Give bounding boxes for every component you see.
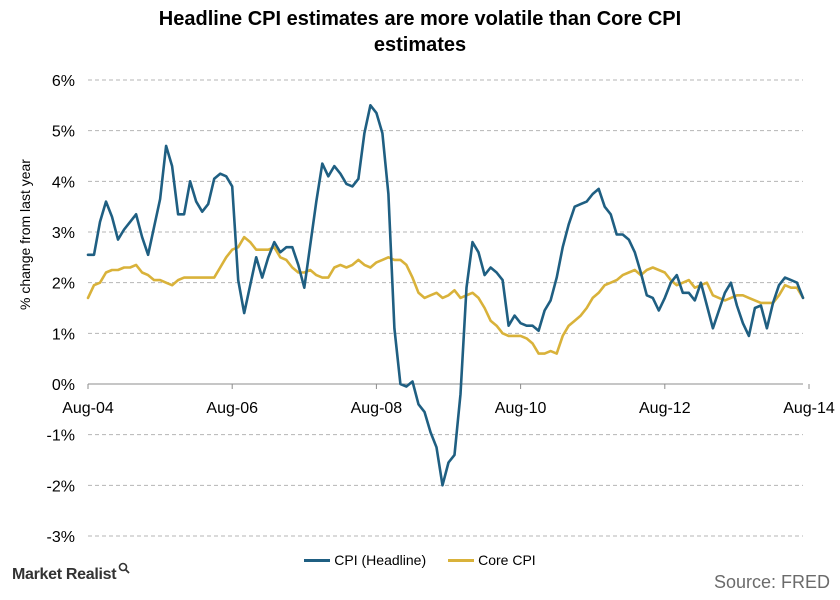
legend-swatch-core xyxy=(448,558,475,562)
x-tick-label: Aug-04 xyxy=(62,400,114,417)
x-tick-label: Aug-14 xyxy=(783,400,835,417)
series-line-core-cpi xyxy=(86,235,805,355)
gridlines xyxy=(88,79,803,537)
y-tick-label: 5% xyxy=(52,124,75,141)
y-axis-ticks: -3% -2% -1% 0% 1% 2% 3% 4% 5% 6% xyxy=(47,73,75,546)
brand-text: Market Realist xyxy=(12,566,117,583)
magnifier-icon xyxy=(118,562,130,574)
x-tick-label: Aug-10 xyxy=(495,400,547,417)
y-tick-label: -3% xyxy=(47,529,75,546)
y-tick-label: 2% xyxy=(52,276,75,293)
x-tick-label: Aug-06 xyxy=(206,400,258,417)
legend-label-headline: CPI (Headline) xyxy=(334,552,427,568)
legend: CPI (Headline) Core CPI xyxy=(0,552,840,568)
chart-title-line-2: estimates xyxy=(373,34,467,56)
x-tick-label: Aug-08 xyxy=(351,400,403,417)
x-axis: Aug-04 Aug-06 Aug-08 Aug-10 Aug-12 Aug-14 xyxy=(62,383,835,417)
legend-item-core: Core CPI xyxy=(448,552,536,568)
brand-logo: Market Realist xyxy=(12,562,130,584)
series-group xyxy=(86,104,805,487)
source-note: Source: FRED xyxy=(713,572,830,592)
y-tick-label: 3% xyxy=(52,225,75,242)
chart-title: Headline CPI estimates are more volatile… xyxy=(0,6,840,58)
chart-title-line-1: Headline CPI estimates are more volatile… xyxy=(158,8,682,30)
y-tick-label: 1% xyxy=(52,326,75,343)
y-tick-label: 6% xyxy=(52,73,75,90)
legend-item-headline: CPI (Headline) xyxy=(304,552,426,568)
y-tick-label: 4% xyxy=(52,174,75,191)
series-line-headline-cpi xyxy=(86,104,805,487)
y-tick-label: -2% xyxy=(47,478,75,495)
x-tick-label: Aug-12 xyxy=(639,400,691,417)
y-tick-label: 0% xyxy=(52,377,75,394)
legend-label-core: Core CPI xyxy=(478,552,536,568)
y-axis-label: % change from last year xyxy=(17,159,33,310)
legend-swatch-headline xyxy=(304,558,331,562)
y-tick-label: -1% xyxy=(47,428,75,445)
